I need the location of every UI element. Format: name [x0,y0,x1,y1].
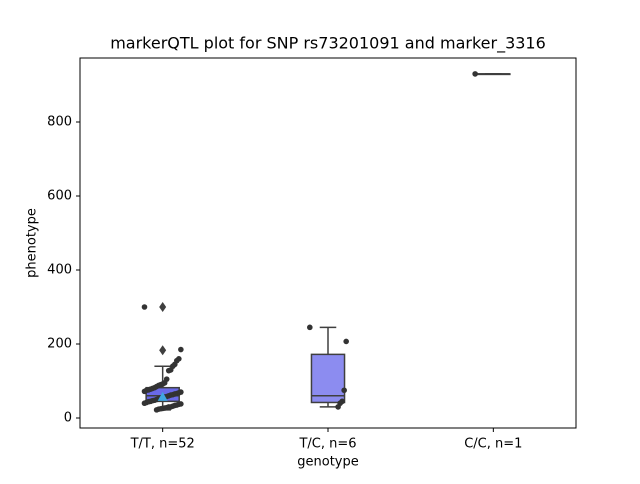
point [307,324,313,331]
point [341,387,347,394]
chart-title: markerQTL plot for SNP rs73201091 and ma… [110,34,546,54]
y-tick-label: 600 [47,189,72,204]
y-tick-label: 200 [47,337,72,352]
y-tick-label: 800 [47,115,72,130]
flier [159,302,167,313]
point [153,407,160,413]
point [343,338,349,345]
point [141,400,148,407]
x-tick-label: C/C, n=1 [464,437,522,452]
point [178,346,184,353]
box [310,353,346,404]
flier [159,345,167,356]
y-tick-label: 0 [64,411,72,426]
point [141,388,148,395]
point [141,304,148,310]
y-tick-label: 400 [47,263,72,278]
y-axis-label: phenotype [25,208,40,278]
x-axis-label: genotype [297,455,358,470]
x-tick-label: T/C, n=6 [298,437,356,452]
point [165,367,172,374]
x-tick-label: T/T, n=52 [130,437,195,452]
plot-frame [79,57,577,429]
point [335,404,341,410]
mean-marker [157,391,168,401]
point [472,71,478,77]
